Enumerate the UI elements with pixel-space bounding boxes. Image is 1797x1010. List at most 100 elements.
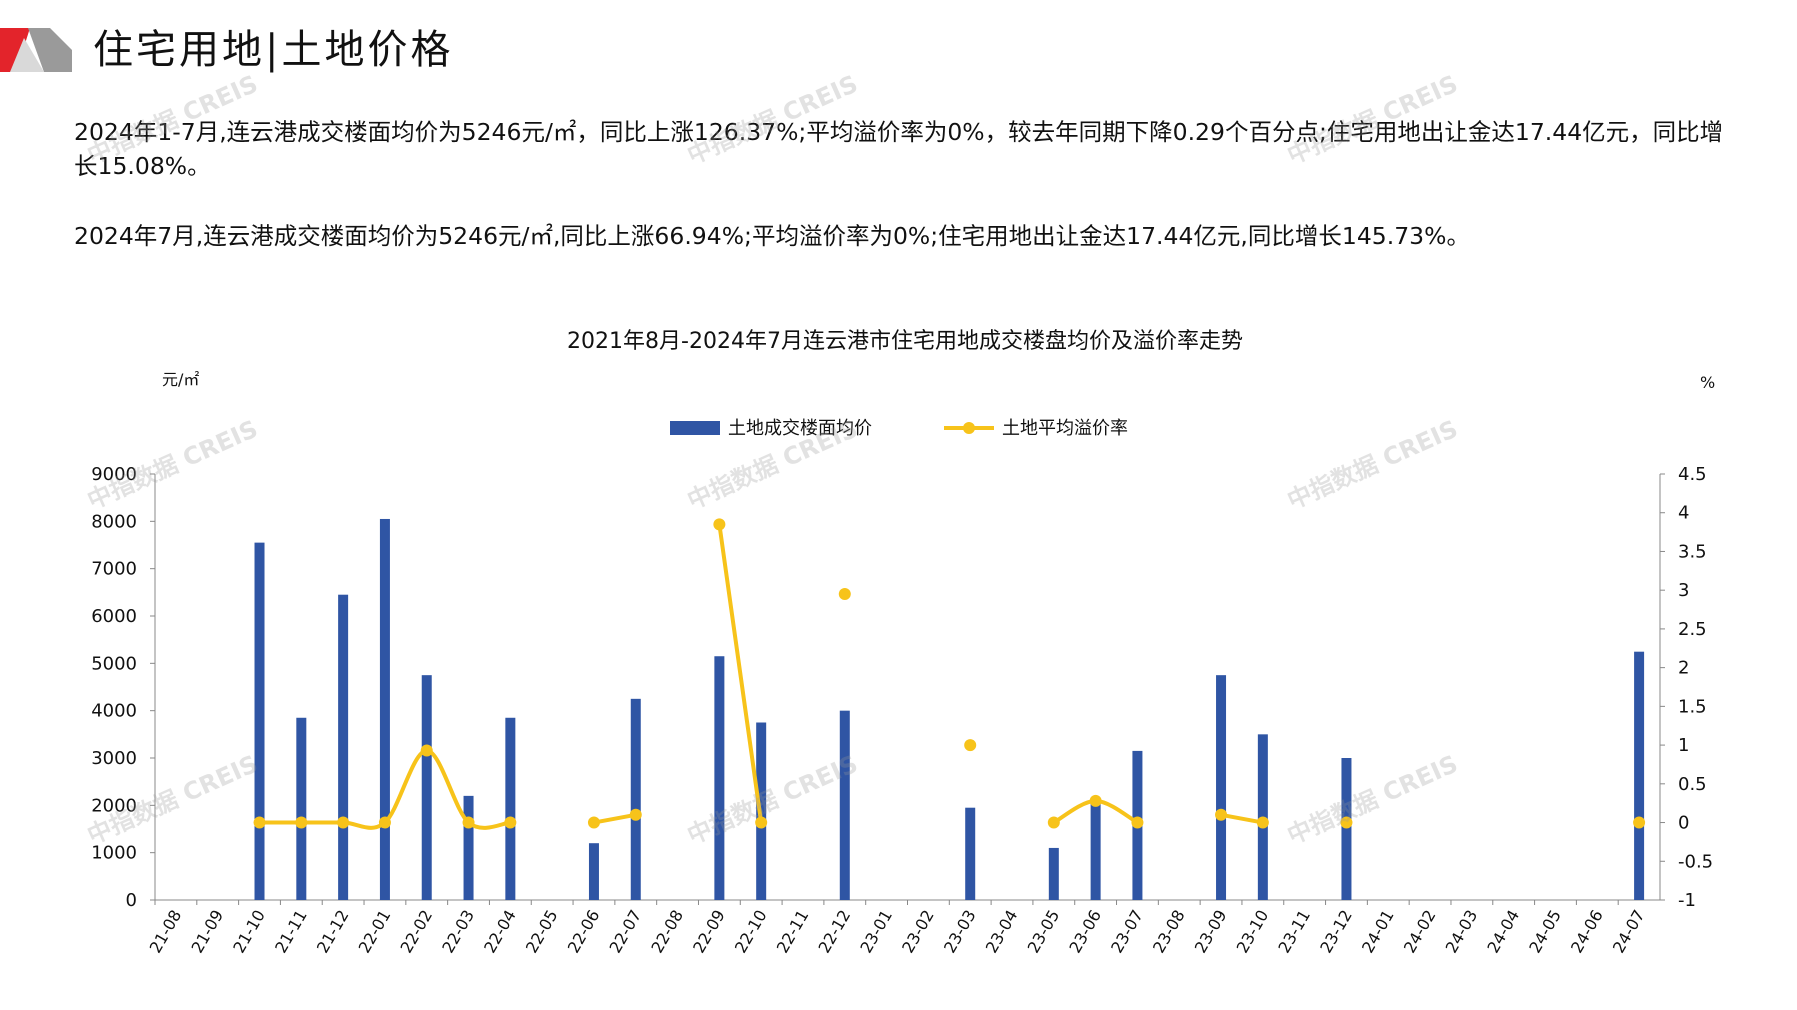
bar-22-01 [379, 518, 390, 900]
y-right-tick-label: 4.5 [1678, 464, 1707, 485]
premium-point-21-12 [337, 816, 350, 829]
x-tick-label: 22-08 [647, 907, 687, 957]
brand-logo [0, 28, 72, 72]
y-left-tick-label: 6000 [91, 606, 137, 627]
x-tick-label: 21-09 [187, 907, 227, 957]
x-tick-label: 24-02 [1400, 907, 1440, 957]
bar-22-03 [463, 795, 474, 900]
bar-23-09 [1216, 675, 1227, 900]
x-tick-label: 22-07 [606, 907, 646, 957]
premium-point-22-01 [378, 816, 391, 829]
bar-23-06 [1090, 798, 1101, 900]
x-tick-label: 24-04 [1483, 907, 1523, 957]
y-right-tick-label: 1 [1678, 735, 1689, 756]
x-tick-label: 22-03 [438, 907, 478, 957]
x-tick-label: 23-07 [1107, 907, 1147, 957]
premium-point-22-06 [587, 816, 600, 829]
premium-point-23-06 [1089, 794, 1102, 807]
legend-line-label: 土地平均溢价率 [1002, 418, 1128, 439]
bar-23-03 [965, 807, 976, 900]
y-right-tick-label: 0.5 [1678, 774, 1707, 795]
premium-point-22-02 [420, 744, 433, 757]
y-right-tick-label: 2 [1678, 658, 1689, 679]
x-tick-label: 23-02 [898, 907, 938, 957]
bar-21-11 [296, 717, 307, 900]
summary-paragraph-ytd: 2024年1-7月,连云港成交楼面均价为5246元/㎡，同比上涨126.37%;… [74, 118, 1724, 180]
x-tick-label: 23-12 [1316, 907, 1356, 957]
x-tick-label: 23-10 [1233, 907, 1273, 957]
y-left-tick-label: 0 [126, 890, 137, 911]
bar-22-06 [588, 843, 599, 900]
legend-bar-swatch [670, 421, 720, 435]
premium-rate-line-segment [593, 812, 637, 825]
y-left-tick-label: 9000 [91, 464, 137, 485]
x-tick-label: 21-12 [313, 907, 353, 957]
x-tick-label: 24-06 [1567, 907, 1607, 957]
y-right-tick-label: 1.5 [1678, 696, 1707, 717]
bar-22-07 [630, 698, 641, 900]
x-tick-label: 22-05 [522, 907, 562, 957]
premium-point-23-03 [964, 739, 977, 752]
x-tick-label: 23-06 [1065, 907, 1105, 957]
x-tick-label: 22-09 [689, 907, 729, 957]
x-tick-label: 23-08 [1149, 907, 1189, 957]
bar-22-12 [839, 710, 850, 900]
premium-point-21-11 [295, 816, 308, 829]
y-left-tick-label: 1000 [91, 843, 137, 864]
x-tick-label: 21-10 [229, 907, 269, 957]
premium-point-22-09 [713, 518, 726, 531]
line-series [253, 518, 1646, 830]
premium-point-22-03 [462, 816, 475, 829]
premium-point-21-10 [253, 816, 266, 829]
y-right-tick-label: -1 [1678, 890, 1696, 911]
x-tick-label: 22-04 [480, 907, 520, 957]
y-right-tick-label: 3 [1678, 580, 1689, 601]
summary-paragraph-month: 2024年7月,连云港成交楼面均价为5246元/㎡,同比上涨66.94%;平均溢… [74, 222, 1470, 250]
premium-rate-line-segment [717, 524, 764, 823]
x-tick-label: 23-05 [1024, 907, 1064, 957]
bar-23-05 [1048, 847, 1059, 900]
bar-22-04 [505, 717, 516, 900]
page-title: 住宅用地|土地价格 [93, 27, 454, 73]
legend: 土地成交楼面均价 土地平均溢价率 [670, 418, 1128, 439]
x-tick-label: 23-04 [982, 907, 1022, 957]
axes: 0 1000 2000 3000 4000 5000 6000 7000 8000 9000 -1 -… [91, 464, 1713, 956]
x-tick-label: 23-11 [1274, 907, 1314, 957]
premium-point-22-07 [629, 808, 642, 821]
x-tick-label: 23-03 [940, 907, 980, 957]
x-tick-label: 21-08 [146, 907, 186, 957]
premium-point-23-10 [1256, 816, 1269, 829]
premium-point-23-05 [1047, 816, 1060, 829]
x-tick-label: 21-11 [271, 907, 311, 957]
x-tick-label: 23-09 [1191, 907, 1231, 957]
y-right-unit: % [1700, 373, 1715, 392]
premium-point-23-07 [1131, 816, 1144, 829]
bar-24-07 [1634, 651, 1645, 900]
x-tick-label: 22-06 [564, 907, 604, 957]
y-left-unit: 元/㎡ [162, 370, 199, 389]
premium-point-23-09 [1215, 808, 1228, 821]
y-left-tick-label: 8000 [91, 511, 137, 532]
bar-22-02 [421, 675, 432, 900]
y-right-tick-label: 4 [1678, 503, 1689, 524]
x-tick-label: 24-07 [1609, 907, 1649, 957]
x-tick-label: 22-01 [355, 907, 395, 957]
x-tick-label: 22-10 [731, 907, 771, 957]
y-left-tick-label: 4000 [91, 701, 137, 722]
bar-series [254, 518, 1645, 900]
premium-point-23-12 [1340, 816, 1353, 829]
bar-23-12 [1341, 758, 1352, 900]
y-left-tick-label: 7000 [91, 559, 137, 580]
chart-title: 2021年8月-2024年7月连云港市住宅用地成交楼盘均价及溢价率走势 [567, 329, 1243, 354]
x-tick-label: 22-02 [396, 907, 436, 957]
x-tick-label: 23-01 [856, 907, 896, 957]
premium-rate-line-segment [1220, 812, 1264, 825]
x-tick-label: 22-12 [815, 907, 855, 957]
bar-21-12 [338, 594, 349, 900]
x-tick-label: 24-01 [1358, 907, 1398, 957]
x-tick-label: 22-11 [773, 907, 813, 957]
bar-21-10 [254, 542, 265, 900]
legend-line-marker [963, 422, 975, 434]
premium-point-22-10 [755, 816, 768, 829]
legend-bar-label: 土地成交楼面均价 [728, 418, 872, 439]
